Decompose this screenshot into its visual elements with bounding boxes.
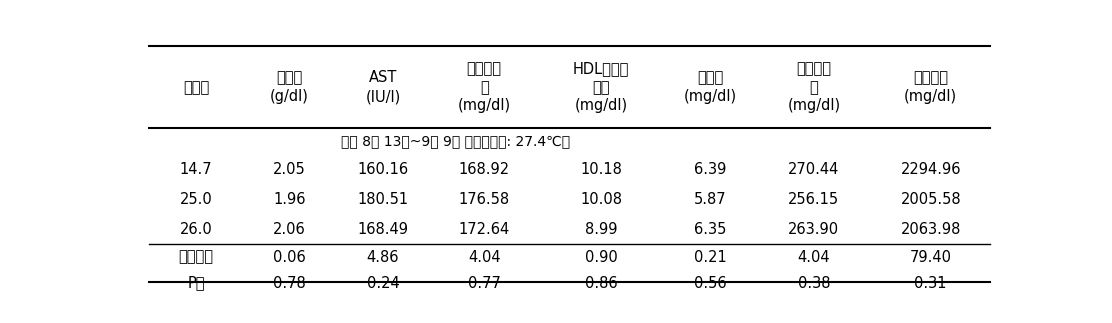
Text: 글루코오
스
(mg/dl): 글루코오 스 (mg/dl) (787, 61, 841, 113)
Text: 0.31: 0.31 (914, 276, 947, 291)
Text: 표준오차: 표준오차 (179, 249, 214, 265)
Text: 0.06: 0.06 (274, 249, 306, 265)
Text: 263.90: 263.90 (788, 222, 840, 236)
Text: 4.04: 4.04 (797, 249, 831, 265)
Text: 14.7: 14.7 (180, 162, 212, 177)
Text: 6.35: 6.35 (694, 222, 726, 236)
Text: 2.06: 2.06 (274, 222, 306, 236)
Text: 0.24: 0.24 (367, 276, 399, 291)
Text: 79.40: 79.40 (910, 249, 952, 265)
Text: 10.18: 10.18 (580, 162, 622, 177)
Text: 0.77: 0.77 (468, 276, 500, 291)
Text: 0.56: 0.56 (694, 276, 726, 291)
Text: 0.38: 0.38 (797, 276, 831, 291)
Text: 6.39: 6.39 (694, 162, 726, 177)
Text: 168.49: 168.49 (357, 222, 408, 236)
Text: 알부민
(g/dl): 알부민 (g/dl) (270, 70, 309, 104)
Text: 2005.58: 2005.58 (901, 192, 961, 207)
Text: 0.78: 0.78 (274, 276, 306, 291)
Text: 176.58: 176.58 (458, 192, 509, 207)
Text: 10.08: 10.08 (580, 192, 622, 207)
Text: AST
(IU/l): AST (IU/l) (366, 70, 400, 104)
Text: 256.15: 256.15 (788, 192, 840, 207)
Text: 국내 8월 13일~9월 9일 （실내온도: 27.4℃）: 국내 8월 13일~9월 9일 （실내온도: 27.4℃） (340, 134, 569, 148)
Text: HDL콜레스
테롤
(mg/dl): HDL콜레스 테롤 (mg/dl) (573, 61, 629, 113)
Text: 172.64: 172.64 (458, 222, 510, 236)
Text: 0.90: 0.90 (585, 249, 617, 265)
Text: 168.92: 168.92 (458, 162, 509, 177)
Text: 26.0: 26.0 (180, 222, 212, 236)
Text: P값: P값 (187, 276, 205, 291)
Text: 270.44: 270.44 (788, 162, 840, 177)
Text: 2294.96: 2294.96 (901, 162, 961, 177)
Text: 중성지방
(mg/dl): 중성지방 (mg/dl) (904, 70, 957, 104)
Text: 단백질
(mg/dl): 단백질 (mg/dl) (684, 70, 736, 104)
Text: 180.51: 180.51 (357, 192, 408, 207)
Text: 160.16: 160.16 (357, 162, 408, 177)
Text: 처리구: 처리구 (183, 80, 209, 95)
Text: 콜레스테
롤
(mg/dl): 콜레스테 롤 (mg/dl) (458, 61, 510, 113)
Text: 0.86: 0.86 (585, 276, 617, 291)
Text: 2063.98: 2063.98 (901, 222, 961, 236)
Text: 4.86: 4.86 (367, 249, 399, 265)
Text: 8.99: 8.99 (585, 222, 617, 236)
Text: 0.21: 0.21 (694, 249, 726, 265)
Text: 2.05: 2.05 (274, 162, 306, 177)
Text: 4.04: 4.04 (468, 249, 500, 265)
Text: 25.0: 25.0 (180, 192, 212, 207)
Text: 5.87: 5.87 (694, 192, 726, 207)
Text: 1.96: 1.96 (274, 192, 306, 207)
